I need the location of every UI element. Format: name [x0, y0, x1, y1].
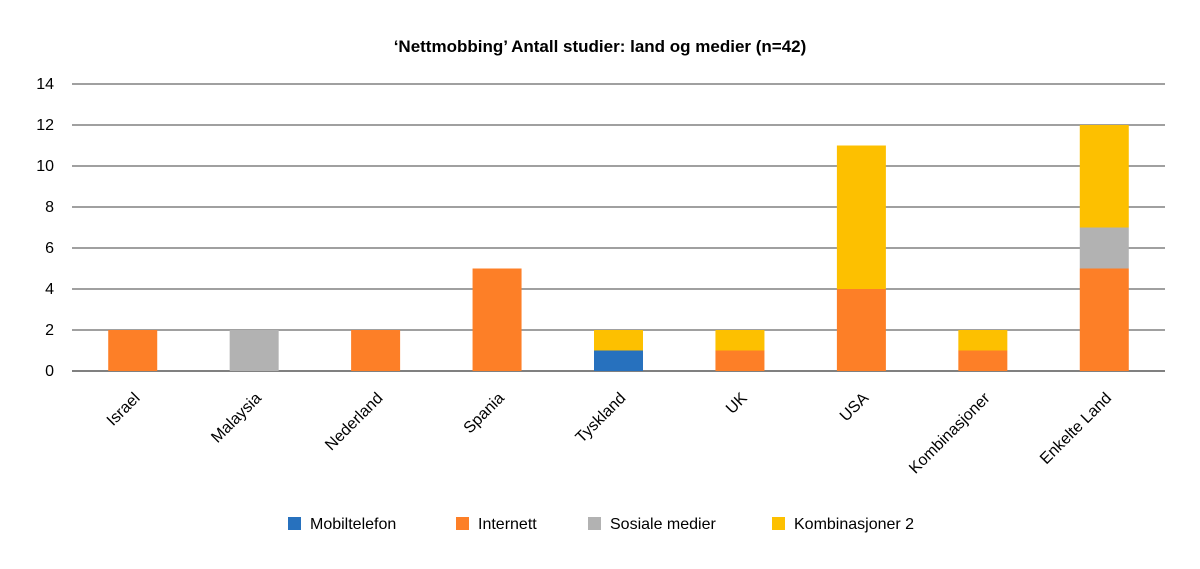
x-tick-label: Nederland [322, 390, 386, 454]
legend-label: Mobiltelefon [310, 516, 396, 533]
x-tick-label: Enkelte Land [1037, 390, 1115, 468]
bar-segment-sosiale-medier [1079, 227, 1129, 269]
y-tick-label: 10 [36, 158, 54, 175]
x-tick-label: Israel [104, 390, 144, 430]
legend: Mobiltelefon Internett Sosiale medier Kombi… [288, 516, 914, 533]
x-tick-label: USA [837, 390, 873, 426]
y-tick-label: 8 [45, 199, 54, 216]
x-tick-label: UK [723, 390, 751, 418]
bar-segment-internett [715, 350, 765, 371]
gridlines [72, 83, 1165, 372]
x-tick-label: Tyskland [573, 390, 630, 447]
bar-segment-sosiale-medier [229, 330, 279, 371]
bar-segment-kombinasjoner-2 [594, 330, 643, 351]
bar-segment-kombinasjoner-2 [958, 330, 1008, 351]
legend-swatch [772, 517, 785, 530]
bar-segment-kombinasjoner-2 [836, 145, 886, 289]
x-tick-label: Malaysia [208, 390, 265, 447]
x-axis-ticks: Israel Malaysia Nederland Spania Tyskland UK U… [104, 389, 1115, 477]
y-tick-label: 14 [36, 76, 54, 93]
chart-title: ‘Nettmobbing’ Antall studier: land og me… [394, 37, 807, 56]
y-axis-ticks: 0 2 4 6 8 10 12 14 [36, 76, 54, 380]
bar-segment-kombinasjoner-2 [1079, 125, 1129, 228]
x-tick-label: Spania [461, 390, 508, 437]
legend-swatch [456, 517, 469, 530]
y-tick-label: 2 [45, 322, 54, 339]
y-tick-label: 12 [36, 117, 54, 134]
legend-label: Kombinasjoner 2 [794, 516, 914, 533]
bars [108, 125, 1129, 371]
bar-segment-internett [108, 330, 158, 371]
legend-swatch [588, 517, 601, 530]
legend-label: Internett [478, 516, 537, 533]
legend-label: Sosiale medier [610, 516, 717, 533]
y-tick-label: 0 [45, 363, 54, 380]
y-tick-label: 6 [45, 240, 54, 257]
bar-segment-mobiltelefon [594, 350, 643, 371]
bar-segment-internett [836, 289, 886, 371]
bar-segment-internett [1079, 268, 1129, 371]
bar-segment-kombinasjoner-2 [715, 330, 765, 351]
legend-swatch [288, 517, 301, 530]
bar-segment-internett [351, 330, 401, 371]
x-tick-label: Kombinasjoner [906, 389, 994, 477]
bar-segment-internett [958, 350, 1008, 371]
bar-segment-internett [472, 268, 522, 371]
y-tick-label: 4 [45, 281, 54, 298]
